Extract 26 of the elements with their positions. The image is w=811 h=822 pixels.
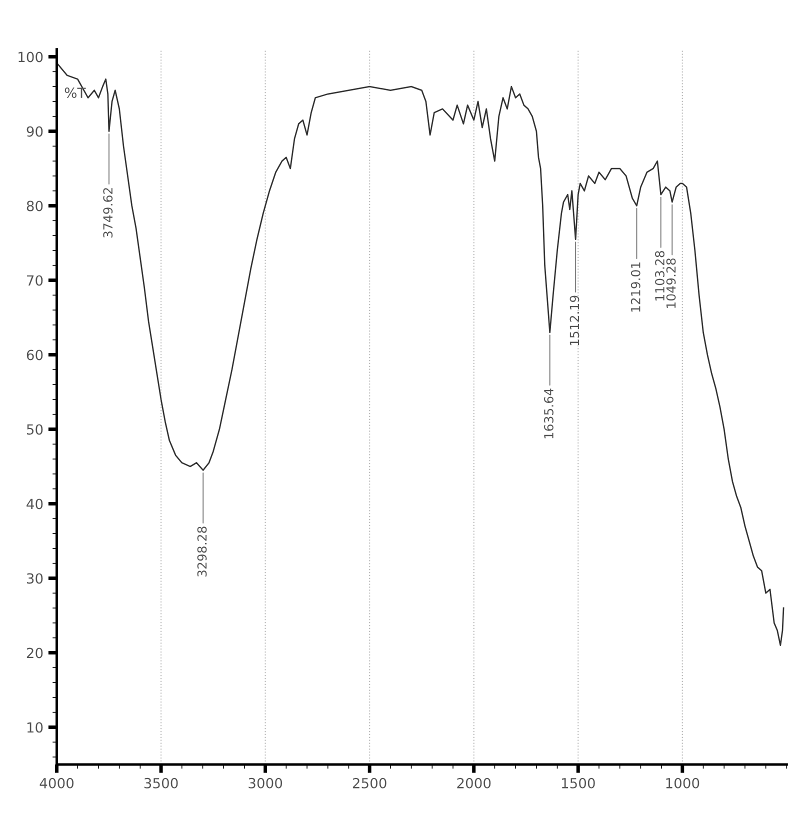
y-tick-label: 20 (26, 648, 43, 658)
annotation: 3298.28 (197, 526, 207, 577)
line-series (57, 64, 784, 646)
y-tick-label: 80 (26, 200, 43, 212)
x-tick-label: 2500 (352, 778, 386, 788)
y-tick-label: 10 (27, 722, 43, 733)
annotation: 3749.62 (103, 188, 113, 238)
y-tick-label: 100 (18, 52, 43, 62)
y-tick-label: 50 (26, 424, 43, 435)
x-tick-label: 1500 (562, 778, 595, 788)
annotation: 1219.01 (630, 262, 640, 312)
x-tick-label: 4000 (40, 778, 74, 788)
y-axis-title: %T (64, 88, 86, 98)
x-tick-label: 1000 (666, 778, 700, 788)
annotation: 1049.28 (666, 258, 676, 308)
y-tick-label: 60 (26, 350, 43, 360)
annotation: 1512.19 (570, 296, 580, 346)
annotation: 1103.28 (655, 250, 664, 300)
y-tick-label: 90 (26, 126, 43, 137)
x-tick-label: 2000 (457, 778, 491, 788)
annotation: 1635.64 (544, 388, 554, 438)
x-tick-label: 3500 (144, 778, 178, 788)
x-tick-label: 3000 (248, 778, 282, 788)
y-tick-label: 70 (27, 275, 43, 286)
y-tick-label: 30 (26, 573, 43, 584)
y-tick-label: 40 (26, 498, 43, 510)
